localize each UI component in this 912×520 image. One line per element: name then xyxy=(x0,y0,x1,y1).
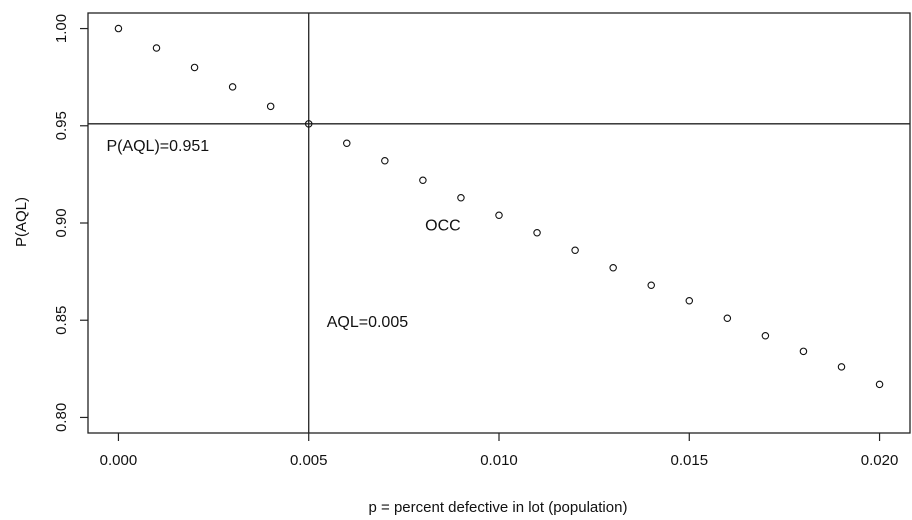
data-point xyxy=(685,297,694,305)
data-point xyxy=(381,157,389,165)
data-points xyxy=(114,24,884,389)
aql-annotation: AQL=0.005 xyxy=(327,314,409,331)
data-point xyxy=(343,139,351,148)
data-point xyxy=(799,347,808,356)
data-point xyxy=(647,281,655,289)
data-point xyxy=(571,246,579,254)
x-tick-label: 0.015 xyxy=(671,452,709,469)
data-point xyxy=(190,63,199,72)
y-tick-label: 0.90 xyxy=(53,208,70,237)
annotations: P(AQL)=0.951 OCC AQL=0.005 xyxy=(106,138,460,331)
data-point xyxy=(761,332,770,340)
data-point xyxy=(228,83,237,91)
y-tick-label: 0.80 xyxy=(53,403,70,432)
y-axis: 0.80 0.85 0.90 0.95 1.00 xyxy=(53,14,88,432)
y-tick-label: 0.95 xyxy=(53,111,70,140)
data-point xyxy=(457,193,465,202)
data-point xyxy=(609,263,617,272)
data-point xyxy=(114,24,123,33)
x-axis: 0.000 0.005 0.010 0.015 0.020 xyxy=(100,433,899,469)
occ-annotation: OCC xyxy=(425,218,461,235)
plot-frame xyxy=(87,12,911,434)
data-point xyxy=(266,102,275,111)
y-tick-label: 1.00 xyxy=(53,14,70,43)
y-tick-label: 0.85 xyxy=(53,306,70,335)
x-tick-label: 0.020 xyxy=(861,452,899,469)
data-point xyxy=(304,120,313,128)
data-point xyxy=(723,314,732,323)
x-tick-label: 0.010 xyxy=(480,452,518,469)
data-point xyxy=(152,44,161,52)
x-axis-title: p = percent defective in lot (population… xyxy=(369,499,628,516)
y-axis-title: P(AQL) xyxy=(13,197,30,247)
paql-annotation: P(AQL)=0.951 xyxy=(106,138,209,155)
data-point xyxy=(495,211,503,219)
x-tick-label: 0.005 xyxy=(290,452,328,469)
data-point xyxy=(837,363,846,371)
data-point xyxy=(533,228,541,237)
data-point xyxy=(419,176,427,184)
reference-lines xyxy=(88,13,910,433)
x-tick-label: 0.000 xyxy=(100,452,138,469)
data-point xyxy=(875,380,884,389)
